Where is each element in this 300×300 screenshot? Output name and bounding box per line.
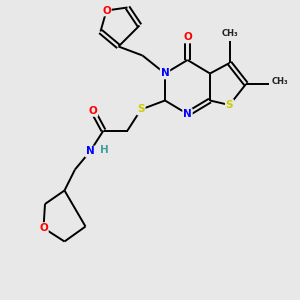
Text: CH₃: CH₃ <box>221 28 238 38</box>
Text: S: S <box>137 104 145 115</box>
Text: N: N <box>85 146 94 157</box>
Text: N: N <box>183 109 192 119</box>
Text: O: O <box>183 32 192 43</box>
Text: N: N <box>160 68 169 79</box>
Text: S: S <box>226 100 233 110</box>
Text: O: O <box>88 106 98 116</box>
Text: O: O <box>102 5 111 16</box>
Text: O: O <box>39 223 48 233</box>
Text: H: H <box>100 145 108 155</box>
Text: CH₃: CH₃ <box>272 76 288 85</box>
